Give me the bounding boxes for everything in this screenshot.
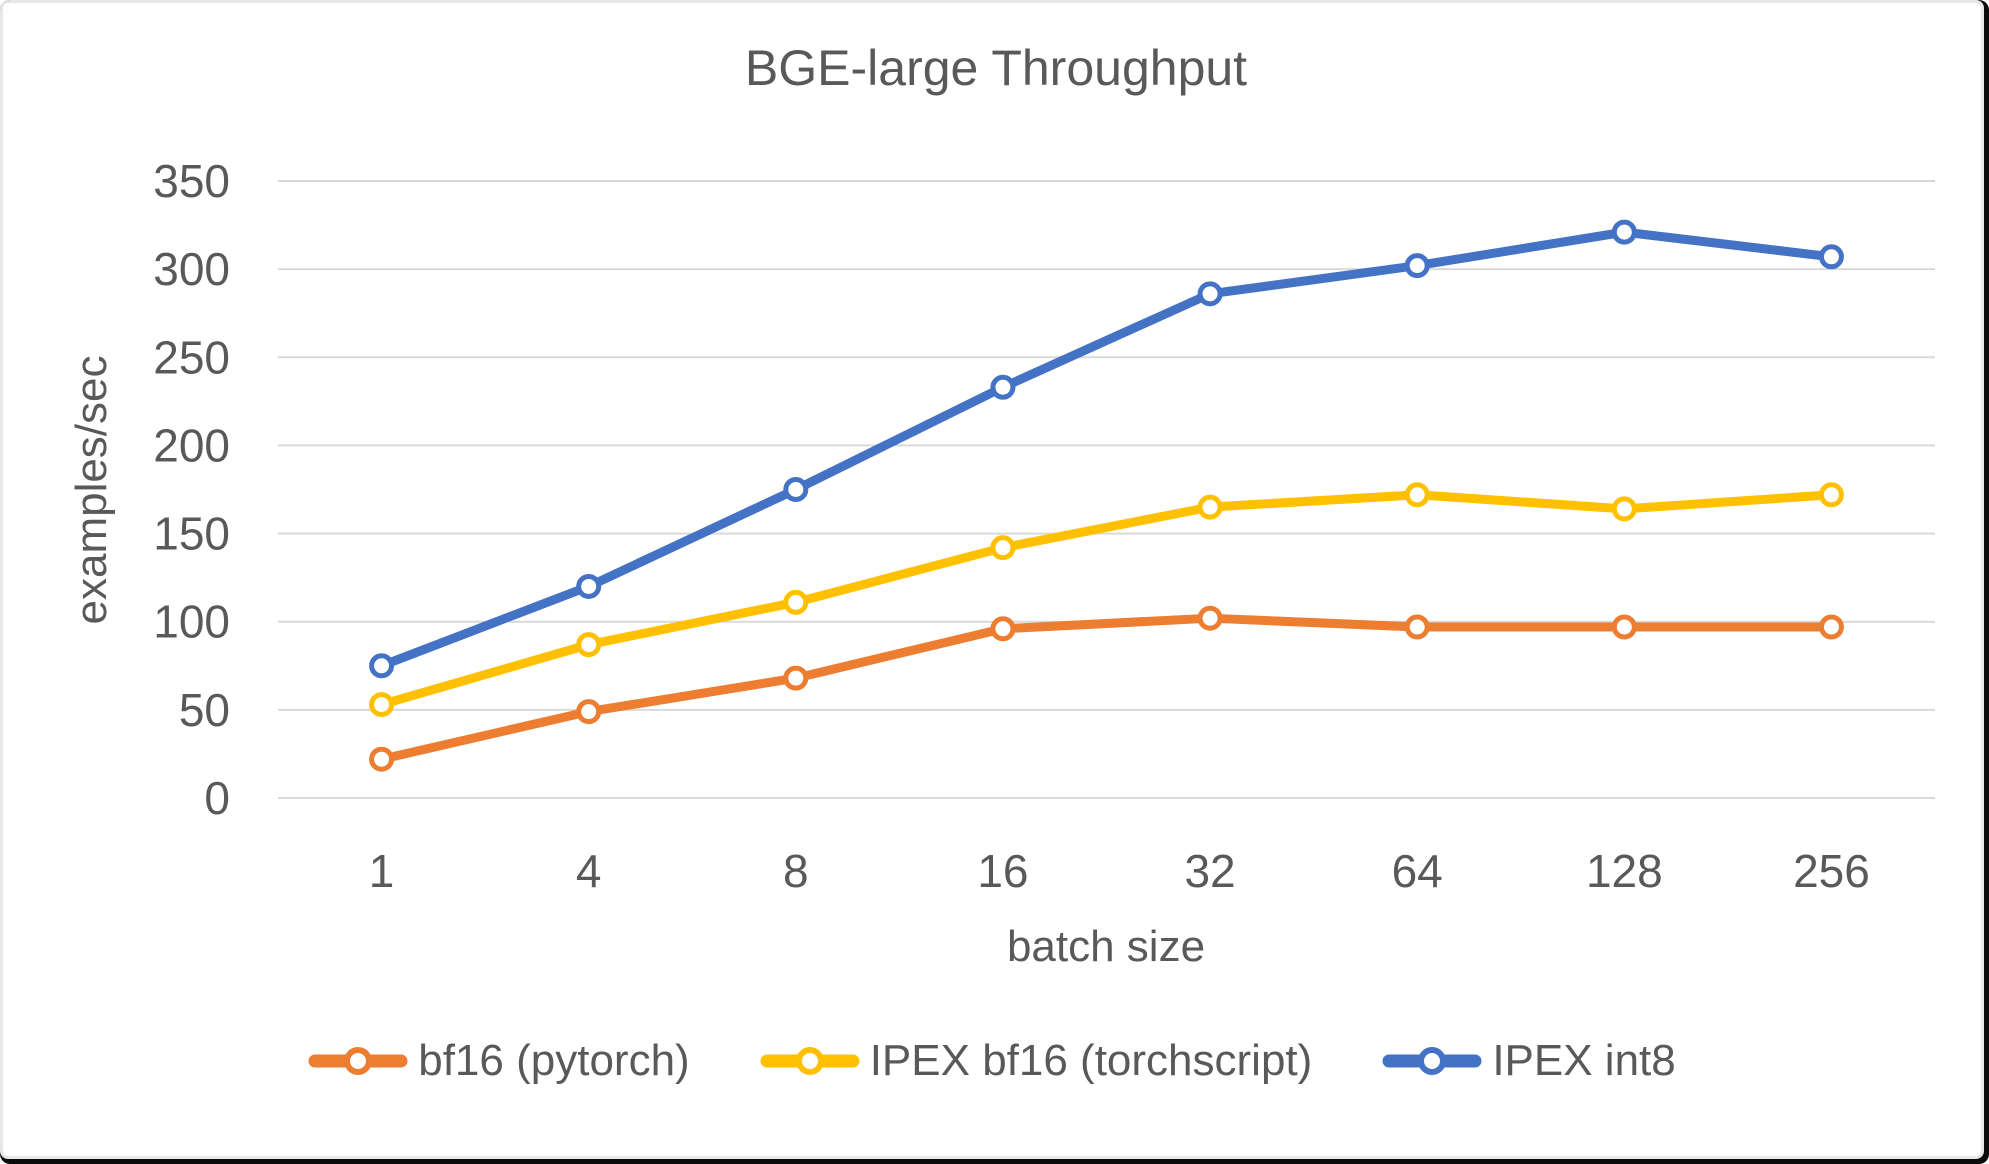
legend-item-ipex-int8: IPEX int8 [1382, 1036, 1676, 1086]
data-point-marker [783, 665, 809, 691]
legend-item-ipex-bf16-torchscript: IPEX bf16 (torchscript) [760, 1036, 1313, 1086]
y-tick-label: 250 [153, 331, 230, 383]
data-point-marker [369, 692, 395, 718]
y-tick-label: 100 [153, 596, 230, 648]
chart-title: BGE-large Throughput [745, 40, 1247, 96]
data-point-marker [990, 535, 1016, 561]
series-line [377, 613, 1836, 764]
x-tick-label: 8 [783, 845, 809, 897]
data-point-marker [1611, 614, 1637, 640]
data-point-marker [1404, 482, 1430, 508]
x-tick-label: 32 [1184, 845, 1235, 897]
data-point-marker [1818, 244, 1844, 270]
y-tick-label: 50 [179, 684, 230, 736]
data-point-marker [990, 374, 1016, 400]
y-tick-label: 200 [153, 419, 230, 471]
y-tick-label: 350 [153, 155, 230, 207]
data-point-marker [1404, 614, 1430, 640]
data-series [369, 219, 1844, 772]
legend-marker-icon [1382, 1047, 1482, 1075]
x-tick-label: 4 [576, 845, 602, 897]
x-tick-label: 16 [977, 845, 1028, 897]
data-point-marker [576, 699, 602, 725]
data-point-marker [1611, 496, 1637, 522]
data-point-marker [369, 653, 395, 679]
data-point-marker [1197, 494, 1223, 520]
series-line [377, 490, 1836, 710]
data-point-marker [576, 632, 602, 658]
x-tick-label: 128 [1586, 845, 1663, 897]
legend-marker-icon [760, 1047, 860, 1075]
x-axis-tick-labels: 1 4 8 16 32 64 128 256 [369, 845, 1870, 897]
y-axis-title: examples/sec [67, 355, 116, 624]
plot-area: 0 50 100 150 200 250 300 350 1 4 8 16 32 64 128 256 BG… [67, 40, 1935, 971]
data-point-marker [1404, 253, 1430, 279]
y-tick-label: 150 [153, 508, 230, 560]
data-point-marker [1818, 614, 1844, 640]
y-tick-label: 300 [153, 243, 230, 295]
data-point-marker [576, 573, 602, 599]
data-point-marker [369, 746, 395, 772]
gridlines [278, 180, 1935, 799]
y-tick-label: 0 [204, 772, 230, 824]
series-line [377, 227, 1836, 671]
x-tick-label: 64 [1392, 845, 1443, 897]
data-point-marker [990, 616, 1016, 642]
x-tick-label: 256 [1793, 845, 1870, 897]
data-point-marker [1197, 605, 1223, 631]
x-axis-title: batch size [1007, 922, 1205, 971]
legend-label: bf16 (pytorch) [418, 1036, 690, 1085]
legend-label: IPEX int8 [1492, 1036, 1676, 1085]
data-point-marker [1197, 281, 1223, 307]
legend-marker-icon [308, 1047, 408, 1075]
data-point-marker [1818, 482, 1844, 508]
legend: bf16 (pytorch) IPEX bf16 (torchscript) I… [3, 1015, 1981, 1107]
y-axis-tick-labels: 0 50 100 150 200 250 300 350 [153, 155, 230, 824]
data-point-marker [783, 589, 809, 615]
x-tick-label: 1 [369, 845, 395, 897]
data-point-marker [783, 477, 809, 502]
legend-item-bf16-pytorch: bf16 (pytorch) [308, 1036, 690, 1086]
legend-label: IPEX bf16 (torchscript) [869, 1036, 1313, 1085]
data-point-marker [1611, 219, 1637, 245]
